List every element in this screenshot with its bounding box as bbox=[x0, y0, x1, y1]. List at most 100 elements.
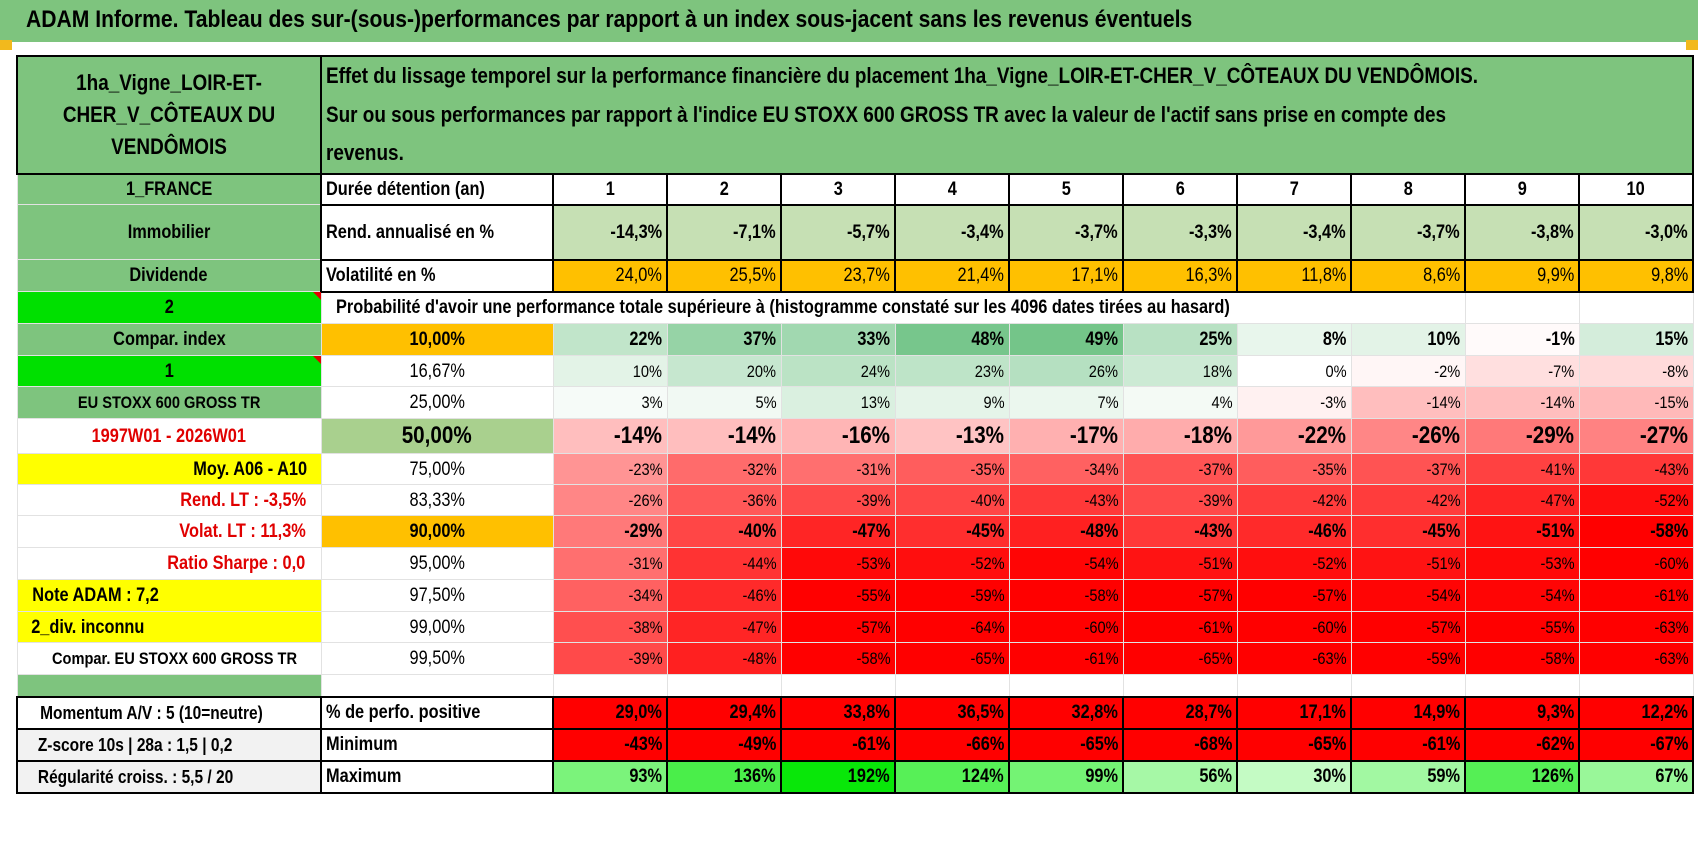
compar-full-label[interactable]: Compar. EU STOXX 600 GROSS TR bbox=[16, 642, 322, 675]
maximum-cell-1[interactable]: 93% bbox=[552, 759, 668, 794]
quantile-cell[interactable]: 37% bbox=[666, 323, 782, 356]
year-col-1[interactable]: 1 bbox=[552, 172, 668, 206]
year-col-9[interactable]: 9 bbox=[1464, 172, 1580, 206]
quantile-cell[interactable]: -51% bbox=[1122, 547, 1238, 580]
vol-cell-9[interactable]: 9,9% bbox=[1464, 258, 1580, 293]
positive-cell-1[interactable]: 29,0% bbox=[552, 695, 668, 730]
quantile-cell[interactable]: -14% bbox=[552, 418, 668, 454]
year-col-8[interactable]: 8 bbox=[1350, 172, 1466, 206]
quantile-cell[interactable]: -34% bbox=[552, 579, 668, 612]
quantile-cell[interactable]: -35% bbox=[1236, 453, 1352, 485]
quantile-cell[interactable]: -47% bbox=[666, 611, 782, 643]
quantile-cell[interactable]: -51% bbox=[1350, 547, 1466, 580]
quantile-cell[interactable]: -46% bbox=[666, 579, 782, 612]
quantile-cell[interactable]: -40% bbox=[666, 515, 782, 548]
minimum-cell-7[interactable]: -65% bbox=[1236, 727, 1352, 762]
quantile-cell[interactable]: 26% bbox=[1008, 355, 1124, 387]
separator-cell[interactable] bbox=[552, 674, 668, 697]
positive-cell-7[interactable]: 17,1% bbox=[1236, 695, 1352, 730]
maximum-cell-3[interactable]: 192% bbox=[780, 759, 896, 794]
rend-lt-label[interactable]: Rend. LT : -3,5% bbox=[16, 484, 322, 516]
rend-header[interactable]: Rend. annualisé en % bbox=[320, 203, 554, 261]
quantile-cell[interactable]: 7% bbox=[1008, 386, 1124, 419]
quantile-p-1[interactable]: 10,00% bbox=[320, 323, 554, 356]
note-label[interactable]: Note ADAM : 7,2 bbox=[16, 579, 322, 612]
quantile-cell[interactable]: -31% bbox=[780, 453, 896, 485]
separator-cell[interactable] bbox=[320, 674, 554, 697]
separator-cell[interactable] bbox=[1578, 674, 1694, 697]
vol-cell-8[interactable]: 8,6% bbox=[1350, 258, 1466, 293]
quantile-cell[interactable]: 10% bbox=[1350, 323, 1466, 356]
vol-cell-7[interactable]: 11,8% bbox=[1236, 258, 1352, 293]
proba-pad-2[interactable] bbox=[1578, 291, 1694, 324]
quantile-cell[interactable]: -60% bbox=[1578, 547, 1694, 580]
positive-side-label[interactable]: Momentum A/V : 5 (10=neutre) bbox=[16, 695, 322, 730]
positive-cell-4[interactable]: 36,5% bbox=[894, 695, 1010, 730]
rend-cell-10[interactable]: -3,0% bbox=[1578, 203, 1694, 261]
quantile-cell[interactable]: -57% bbox=[780, 611, 896, 643]
minimum-header[interactable]: Minimum bbox=[320, 727, 554, 762]
quantile-cell[interactable]: -57% bbox=[1350, 611, 1466, 643]
quantile-cell[interactable]: -45% bbox=[1350, 515, 1466, 548]
year-col-2[interactable]: 2 bbox=[666, 172, 782, 206]
quantile-cell[interactable]: -59% bbox=[1350, 642, 1466, 675]
maximum-side-label[interactable]: Régularité croiss. : 5,5 / 20 bbox=[16, 759, 322, 794]
quantile-cell[interactable]: -60% bbox=[1008, 611, 1124, 643]
quantile-cell[interactable]: -63% bbox=[1578, 642, 1694, 675]
positive-cell-2[interactable]: 29,4% bbox=[666, 695, 782, 730]
quantile-cell[interactable]: 49% bbox=[1008, 323, 1124, 356]
quantile-p-4[interactable]: 50,00% bbox=[320, 418, 554, 454]
vol-cell-4[interactable]: 21,4% bbox=[894, 258, 1010, 293]
volat-lt-label[interactable]: Volat. LT : 11,3% bbox=[16, 515, 322, 548]
asset-label[interactable]: 1ha_Vigne_LOIR-ET-CHER_V_CÔTEAUX DU VEND… bbox=[16, 55, 322, 175]
quantile-cell[interactable]: -48% bbox=[1008, 515, 1124, 548]
quantile-cell[interactable]: -61% bbox=[1578, 579, 1694, 612]
quantile-cell[interactable]: -59% bbox=[894, 579, 1010, 612]
rend-cell-3[interactable]: -5,7% bbox=[780, 203, 896, 261]
quantile-cell[interactable]: -36% bbox=[666, 484, 782, 516]
quantile-cell[interactable]: -53% bbox=[1464, 547, 1580, 580]
positive-header[interactable]: % de perfo. positive bbox=[320, 695, 554, 730]
maximum-cell-9[interactable]: 126% bbox=[1464, 759, 1580, 794]
quantile-cell[interactable]: -7% bbox=[1464, 355, 1580, 387]
year-col-3[interactable]: 3 bbox=[780, 172, 896, 206]
quantile-cell[interactable]: -1% bbox=[1464, 323, 1580, 356]
quantile-cell[interactable]: -40% bbox=[894, 484, 1010, 516]
minimum-cell-5[interactable]: -65% bbox=[1008, 727, 1124, 762]
year-col-6[interactable]: 6 bbox=[1122, 172, 1238, 206]
quantile-cell[interactable]: 25% bbox=[1122, 323, 1238, 356]
quantile-cell[interactable]: 4% bbox=[1122, 386, 1238, 419]
quantile-cell[interactable]: -52% bbox=[894, 547, 1010, 580]
quantile-cell[interactable]: -61% bbox=[1008, 642, 1124, 675]
minimum-cell-1[interactable]: -43% bbox=[552, 727, 668, 762]
duree-header[interactable]: Durée détention (an) bbox=[320, 172, 554, 206]
quantile-cell[interactable]: -29% bbox=[1464, 418, 1580, 454]
quantile-cell[interactable]: -26% bbox=[1350, 418, 1466, 454]
separator-cell[interactable] bbox=[1464, 674, 1580, 697]
quantile-cell[interactable]: -39% bbox=[552, 642, 668, 675]
quantile-cell[interactable]: -51% bbox=[1464, 515, 1580, 548]
quantile-cell[interactable]: -3% bbox=[1236, 386, 1352, 419]
quantile-cell[interactable]: -35% bbox=[894, 453, 1010, 485]
year-col-10[interactable]: 10 bbox=[1578, 172, 1694, 206]
maximum-header[interactable]: Maximum bbox=[320, 759, 554, 794]
rend-cell-4[interactable]: -3,4% bbox=[894, 203, 1010, 261]
vol-cell-5[interactable]: 17,1% bbox=[1008, 258, 1124, 293]
quantile-cell[interactable]: 23% bbox=[894, 355, 1010, 387]
quantile-cell[interactable]: -47% bbox=[1464, 484, 1580, 516]
quantile-p-5[interactable]: 75,00% bbox=[320, 453, 554, 485]
index-name-label[interactable]: EU STOXX 600 GROSS TR bbox=[16, 386, 322, 419]
quantile-cell[interactable]: 33% bbox=[780, 323, 896, 356]
rend-cell-7[interactable]: -3,4% bbox=[1236, 203, 1352, 261]
quantile-cell[interactable]: -14% bbox=[1350, 386, 1466, 419]
separator-cell[interactable] bbox=[1122, 674, 1238, 697]
maximum-cell-4[interactable]: 124% bbox=[894, 759, 1010, 794]
quantile-cell[interactable]: -65% bbox=[894, 642, 1010, 675]
maximum-cell-10[interactable]: 67% bbox=[1578, 759, 1694, 794]
quantile-cell[interactable]: -48% bbox=[666, 642, 782, 675]
quantile-cell[interactable]: -52% bbox=[1236, 547, 1352, 580]
quantile-p-2[interactable]: 16,67% bbox=[320, 355, 554, 387]
quantile-cell[interactable]: 8% bbox=[1236, 323, 1352, 356]
moy-label[interactable]: Moy. A06 - A10 bbox=[16, 453, 322, 485]
maximum-cell-6[interactable]: 56% bbox=[1122, 759, 1238, 794]
